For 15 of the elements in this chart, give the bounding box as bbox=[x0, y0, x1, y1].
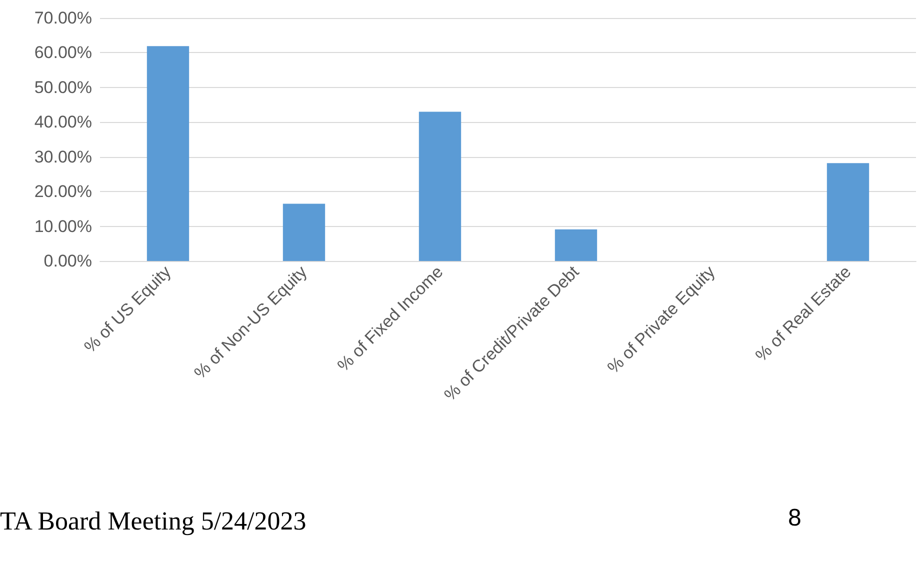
y-tick-label: 20.00% bbox=[34, 182, 92, 202]
bar bbox=[826, 163, 870, 261]
bar bbox=[418, 112, 462, 261]
y-tick-label: 70.00% bbox=[34, 8, 92, 28]
text: TA Board Meeting 5/24/2023 bbox=[0, 506, 306, 536]
y-tick-label: 0.00% bbox=[44, 252, 92, 270]
y-tick-label: 10.00% bbox=[34, 216, 92, 236]
y-tick-label: 60.00% bbox=[34, 43, 92, 62]
text: 8 bbox=[788, 504, 802, 532]
y-tick-label: 30.00% bbox=[34, 147, 92, 166]
y-tick-label: 50.00% bbox=[34, 78, 92, 97]
bar bbox=[282, 204, 326, 261]
bar bbox=[146, 46, 190, 261]
y-tick-label: 40.00% bbox=[34, 112, 92, 132]
bar bbox=[554, 229, 598, 261]
